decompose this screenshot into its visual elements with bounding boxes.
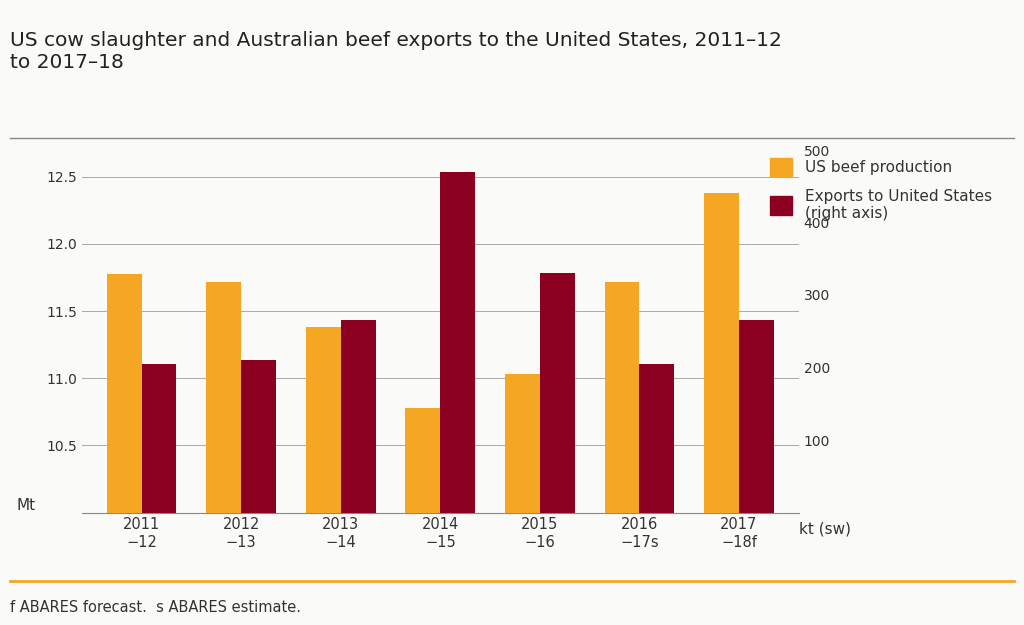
Bar [406, 408, 440, 625]
Bar [440, 172, 475, 512]
Bar [639, 364, 674, 512]
Bar [242, 360, 276, 512]
Text: kt (sw): kt (sw) [799, 521, 851, 536]
Bar [106, 274, 141, 625]
Bar [141, 364, 176, 512]
Bar [705, 193, 739, 625]
Text: Mt: Mt [16, 498, 35, 512]
Bar [207, 282, 242, 625]
Bar [306, 328, 341, 625]
Bar [739, 321, 774, 512]
Legend: US beef production, Exports to United States
(right axis): US beef production, Exports to United St… [769, 158, 992, 221]
Text: US cow slaughter and Australian beef exports to the United States, 2011–12
to 20: US cow slaughter and Australian beef exp… [10, 31, 782, 72]
Bar [505, 374, 540, 625]
Bar [604, 282, 639, 625]
Text: f ABARES forecast.  s ABARES estimate.: f ABARES forecast. s ABARES estimate. [10, 600, 301, 615]
Bar [341, 321, 376, 512]
Bar [540, 273, 574, 512]
